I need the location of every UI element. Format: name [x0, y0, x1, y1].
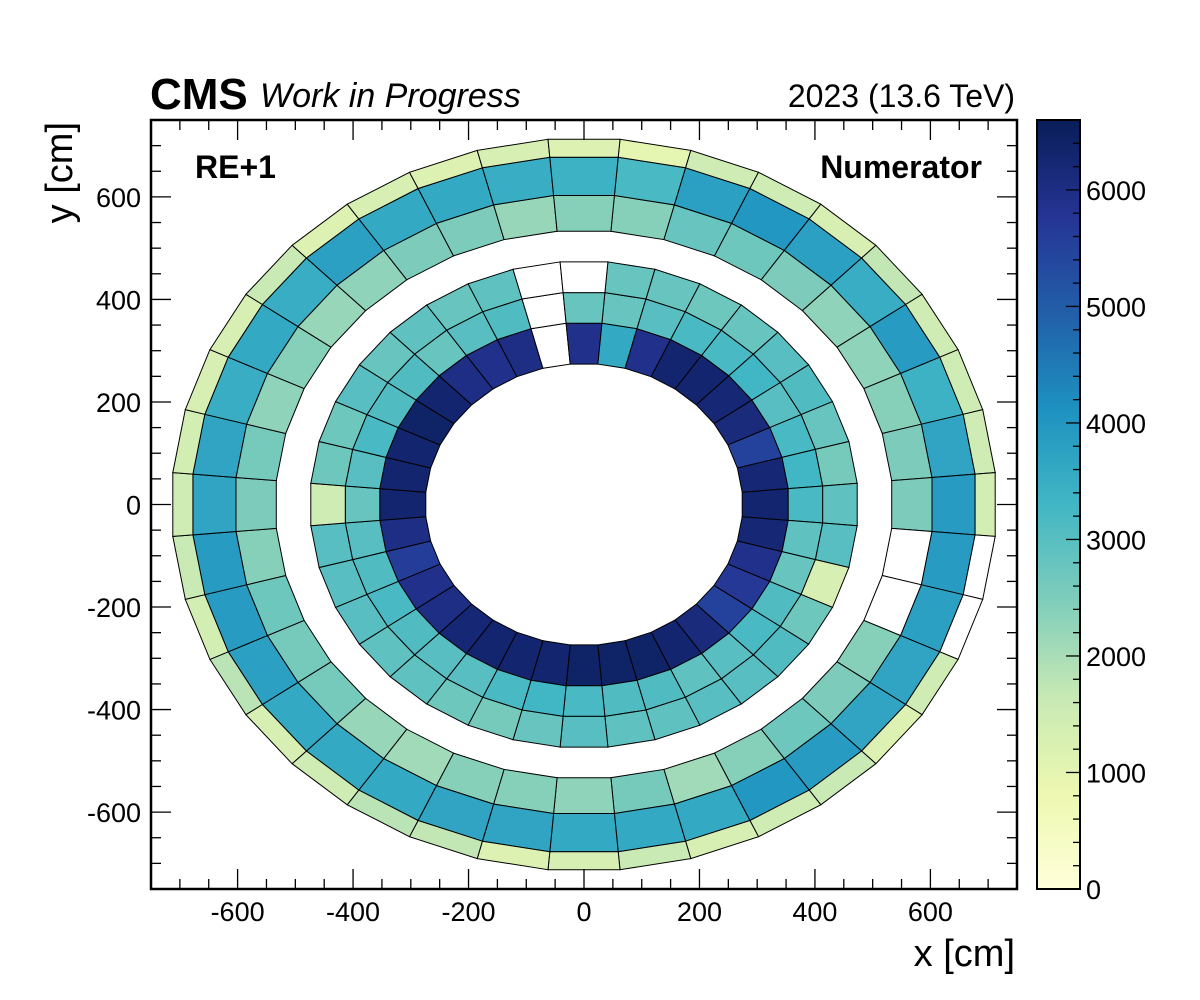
ring3-inner-cell-26 [235, 476, 277, 533]
ring2-middle-cell-26 [344, 485, 381, 524]
ring3-edge-cell-26 [172, 472, 194, 537]
ring2-outer-cell-8 [822, 482, 858, 527]
colorbar-tick-label: 3000 [1086, 525, 1146, 555]
ring2-outer-cell-35 [559, 261, 609, 294]
colorbar-tick-label: 4000 [1086, 409, 1146, 439]
ring3-outer-cell-17 [549, 813, 619, 853]
y-tick-label: 0 [126, 491, 141, 521]
x-axis: -600 -400 -200 0 200 400 600 [179, 120, 989, 927]
ring3-edge-cell-8 [974, 472, 996, 537]
y-tick-label: -400 [87, 696, 141, 726]
colorbar-tick-label: 5000 [1086, 292, 1146, 322]
colorbar-tick-label: 6000 [1086, 176, 1146, 206]
ring3-outer-cell-26 [192, 473, 237, 536]
x-tick-label: -600 [211, 897, 265, 927]
panel-label: Numerator [820, 149, 982, 185]
x-tick-label: -200 [442, 897, 496, 927]
ring3-inner-cell-35 [553, 195, 615, 232]
y-tick-label: -600 [87, 798, 141, 828]
ring2-outer-cell-7 [814, 440, 858, 487]
ring2-middle-cell-35 [562, 292, 606, 324]
ring2-outer-cell-26 [310, 482, 346, 527]
ring2-inner-cell-17 [565, 644, 603, 687]
ring3-edge-cell-35 [547, 138, 621, 158]
ring2-middle-cell-8 [787, 485, 824, 524]
x-tick-label: 600 [908, 897, 953, 927]
colorbar [1036, 119, 1081, 890]
x-tick-label: 0 [576, 897, 591, 927]
colorbar-tick-label: 0 [1086, 875, 1101, 905]
colorbar-tick-label: 2000 [1086, 642, 1146, 672]
x-tick-label: -400 [326, 897, 380, 927]
ring2-outer-cell-17 [559, 715, 609, 748]
colorbar-axis: 0 1000 2000 3000 4000 5000 6000 [1066, 119, 1146, 905]
ring2-outer-cell-34 [512, 261, 564, 300]
y-axis-title: y [cm] [39, 122, 81, 223]
heatmap-cells [172, 138, 996, 871]
y-tick-label: 400 [96, 285, 141, 315]
work-in-progress-label: Work in Progress [260, 77, 521, 115]
ring2-outer-cell-25 [310, 522, 354, 569]
ring2-inner-cell-8 [741, 488, 789, 521]
colorbar-tick-label: 1000 [1086, 758, 1146, 788]
x-tick-label: 400 [792, 897, 837, 927]
ring3-outer-cell-35 [549, 156, 619, 196]
station-label: RE+1 [195, 149, 276, 185]
y-tick-label: 600 [96, 183, 141, 213]
x-axis-title: x [cm] [914, 933, 1015, 975]
y-axis: -600 -400 -200 0 200 400 600 [87, 144, 1017, 865]
ring2-inner-cell-26 [379, 488, 427, 521]
ring3-edge-cell-17 [547, 851, 621, 871]
ring2-middle-cell-17 [562, 685, 606, 717]
ring3-outer-cell-8 [931, 473, 976, 536]
ring3-inner-cell-17 [553, 777, 615, 814]
cms-label: CMS [150, 70, 248, 119]
ring2-inner-cell-35 [565, 322, 603, 365]
ring2-outer-cell-16 [604, 709, 656, 748]
plot-frame [149, 118, 1019, 891]
lumi-label: 2023 (13.6 TeV) [788, 78, 1015, 114]
y-tick-label: 200 [96, 388, 141, 418]
x-tick-label: 200 [677, 897, 722, 927]
ring3-inner-cell-8 [891, 476, 933, 533]
y-tick-label: -200 [87, 593, 141, 623]
